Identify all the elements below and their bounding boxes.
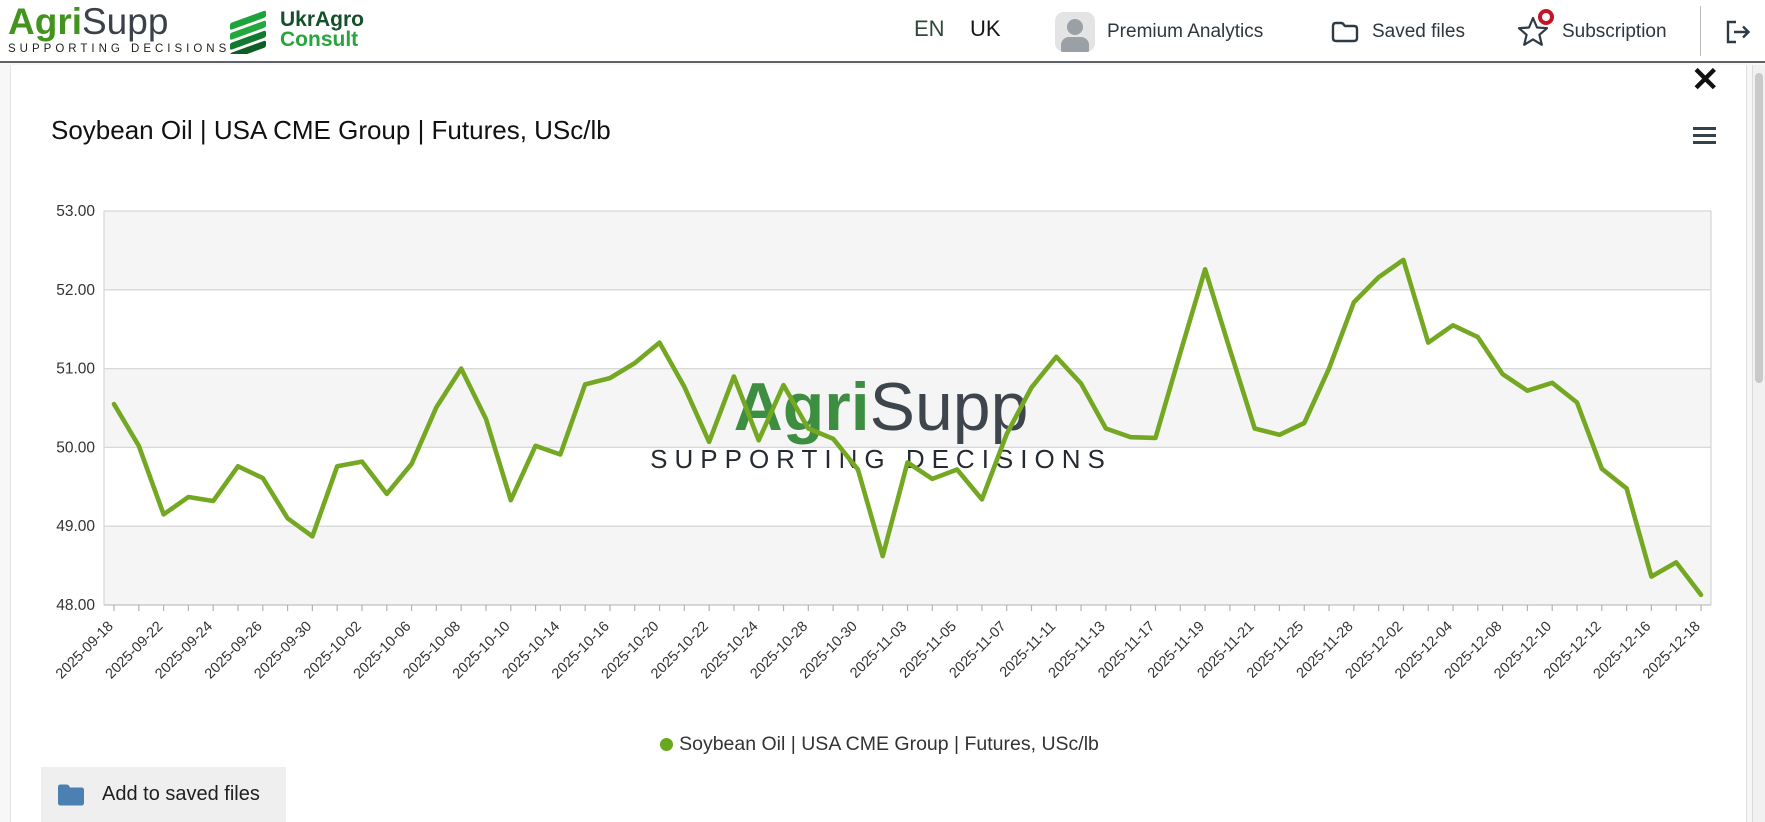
- subscription-menu[interactable]: Subscription: [1516, 0, 1667, 63]
- ukragro-text: UkrAgro: [280, 8, 365, 31]
- chart-legend[interactable]: Soybean Oil | USA CME Group | Futures, U…: [11, 733, 1748, 756]
- subscription-label: Subscription: [1562, 20, 1667, 42]
- svg-text:53.00: 53.00: [56, 203, 95, 220]
- language-uk-button[interactable]: UK: [970, 16, 1001, 41]
- close-icon[interactable]: ✕: [1691, 61, 1720, 99]
- language-en-button[interactable]: EN: [914, 16, 945, 41]
- logout-button[interactable]: [1722, 0, 1752, 63]
- svg-text:50.00: 50.00: [56, 439, 95, 456]
- chart-title: Soybean Oil | USA CME Group | Futures, U…: [51, 115, 611, 145]
- scrollbar-thumb[interactable]: [1755, 73, 1763, 383]
- agrisupp-logo[interactable]: AgriSupp SUPPORTING DECISIONS: [8, 3, 231, 56]
- star-icon: [1517, 16, 1549, 46]
- svg-text:51.00: 51.00: [56, 361, 95, 378]
- folder-filled-icon: [58, 784, 84, 805]
- chart-modal: ✕ Soybean Oil | USA CME Group | Futures,…: [10, 61, 1748, 822]
- logout-icon: [1726, 20, 1751, 43]
- notification-badge: [1538, 8, 1554, 25]
- star-badge-wrap: [1516, 8, 1554, 49]
- site-header: AgriSupp SUPPORTING DECISIONS UkrAgro Co…: [0, 0, 1765, 63]
- svg-text:49.00: 49.00: [56, 518, 95, 535]
- premium-analytics-label: Premium Analytics: [1107, 20, 1264, 42]
- logo-brand-dark: Supp: [82, 1, 169, 42]
- consult-text: Consult: [280, 28, 359, 51]
- saved-files-menu[interactable]: Saved files: [1330, 0, 1465, 63]
- saved-files-label: Saved files: [1372, 20, 1465, 42]
- user-avatar-icon: [1055, 11, 1095, 52]
- svg-text:48.00: 48.00: [56, 597, 95, 614]
- ukragroconsult-logo-text: UkrAgro Consult: [280, 8, 365, 51]
- add-to-saved-files-label: Add to saved files: [102, 783, 260, 805]
- chart-menu-icon[interactable]: [1693, 127, 1716, 144]
- legend-series-label: Soybean Oil | USA CME Group | Futures, U…: [679, 733, 1099, 755]
- svg-text:52.00: 52.00: [56, 282, 95, 299]
- svg-text:AgriSupp: AgriSupp: [734, 369, 1029, 445]
- ukragroconsult-logo[interactable]: UkrAgro Consult: [228, 6, 364, 54]
- line-chart[interactable]: 53.00 52.00 51.00 50.00 49.00 48.00 AgriSuppSU…: [11, 165, 1748, 725]
- vertical-scrollbar[interactable]: [1752, 65, 1765, 822]
- svg-text:SUPPORTING DECISIONS: SUPPORTING DECISIONS: [650, 444, 1112, 474]
- agrisupp-logo-text: AgriSupp: [8, 3, 230, 41]
- premium-analytics-menu[interactable]: Premium Analytics: [1055, 0, 1263, 63]
- legend-marker-icon: [660, 738, 674, 751]
- logo-brand-green: Agri: [8, 1, 82, 42]
- header-divider: [1700, 6, 1701, 56]
- add-to-saved-files-button[interactable]: Add to saved files: [41, 767, 286, 822]
- ukragroconsult-stripes-icon: [230, 10, 266, 54]
- folder-outline-icon: [1331, 21, 1359, 42]
- logo-tagline: SUPPORTING DECISIONS: [8, 43, 231, 55]
